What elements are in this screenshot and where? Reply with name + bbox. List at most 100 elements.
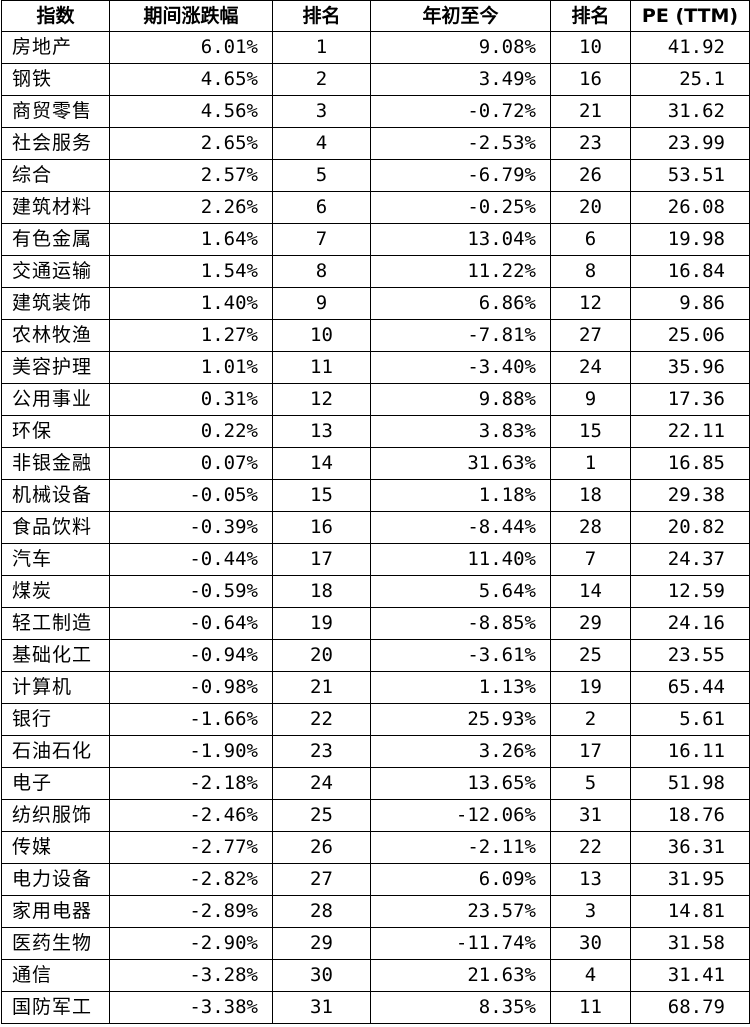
pe-ttm-cell: 18.76 — [630, 799, 750, 832]
ytd-rank-cell: 31 — [550, 799, 631, 832]
pe-ttm-cell: 16.85 — [630, 447, 750, 480]
period-rank-cell: 18 — [272, 575, 371, 608]
index-name-cell: 传媒 — [1, 831, 110, 864]
index-name-cell: 纺织服饰 — [1, 799, 110, 832]
header-period-change: 期间涨跌幅 — [109, 0, 273, 32]
ytd-rank-cell: 11 — [550, 991, 631, 1024]
index-name-cell: 机械设备 — [1, 479, 110, 512]
pe-ttm-cell: 22.11 — [630, 415, 750, 448]
ytd-rank-cell: 14 — [550, 575, 631, 608]
header-row: 指数 期间涨跌幅 排名 年初至今 排名 PE (TTM) — [1, 0, 750, 32]
pe-ttm-cell: 25.1 — [630, 63, 750, 96]
ytd-change-cell: 3.26% — [370, 735, 551, 768]
table-row: 通信 -3.28% 30 21.63% 4 31.41 — [1, 959, 750, 992]
ytd-rank-cell: 2 — [550, 703, 631, 736]
index-name-cell: 电力设备 — [1, 863, 110, 896]
table-row: 银行 -1.66% 22 25.93% 2 5.61 — [1, 703, 750, 736]
header-index: 指数 — [1, 0, 110, 32]
period-change-cell: -0.39% — [109, 511, 273, 544]
index-name-cell: 国防军工 — [1, 991, 110, 1024]
ytd-change-cell: 13.04% — [370, 223, 551, 256]
pe-ttm-cell: 23.99 — [630, 127, 750, 160]
ytd-change-cell: -11.74% — [370, 927, 551, 960]
period-change-cell: -2.77% — [109, 831, 273, 864]
table-row: 社会服务 2.65% 4 -2.53% 23 23.99 — [1, 127, 750, 160]
index-name-cell: 轻工制造 — [1, 607, 110, 640]
index-name-cell: 建筑材料 — [1, 191, 110, 224]
ytd-change-cell: -6.79% — [370, 159, 551, 192]
period-rank-cell: 15 — [272, 479, 371, 512]
ytd-rank-cell: 19 — [550, 671, 631, 704]
table-row: 美容护理 1.01% 11 -3.40% 24 35.96 — [1, 351, 750, 384]
pe-ttm-cell: 12.59 — [630, 575, 750, 608]
period-change-cell: 1.01% — [109, 351, 273, 384]
pe-ttm-cell: 31.95 — [630, 863, 750, 896]
ytd-rank-cell: 8 — [550, 255, 631, 288]
table-row: 环保 0.22% 13 3.83% 15 22.11 — [1, 415, 750, 448]
ytd-rank-cell: 10 — [550, 31, 631, 64]
index-name-cell: 非银金融 — [1, 447, 110, 480]
period-change-cell: 1.64% — [109, 223, 273, 256]
pe-ttm-cell: 31.41 — [630, 959, 750, 992]
period-change-cell: 1.40% — [109, 287, 273, 320]
period-change-cell: -0.59% — [109, 575, 273, 608]
table-row: 机械设备 -0.05% 15 1.18% 18 29.38 — [1, 479, 750, 512]
period-change-cell: -0.44% — [109, 543, 273, 576]
table-body: 房地产 6.01% 1 9.08% 10 41.92 钢铁 4.65% 2 3.49% 16 25.1… — [1, 31, 750, 1024]
pe-ttm-cell: 53.51 — [630, 159, 750, 192]
period-rank-cell: 3 — [272, 95, 371, 128]
table-row: 有色金属 1.64% 7 13.04% 6 19.98 — [1, 223, 750, 256]
table-row: 家用电器 -2.89% 28 23.57% 3 14.81 — [1, 895, 750, 928]
period-change-cell: -1.90% — [109, 735, 273, 768]
pe-ttm-cell: 24.37 — [630, 543, 750, 576]
ytd-change-cell: 3.49% — [370, 63, 551, 96]
ytd-rank-cell: 25 — [550, 639, 631, 672]
pe-ttm-cell: 51.98 — [630, 767, 750, 800]
pe-ttm-cell: 16.84 — [630, 255, 750, 288]
period-change-cell: 0.31% — [109, 383, 273, 416]
table-row: 纺织服饰 -2.46% 25 -12.06% 31 18.76 — [1, 799, 750, 832]
table-row: 国防军工 -3.38% 31 8.35% 11 68.79 — [1, 991, 750, 1024]
ytd-change-cell: 1.18% — [370, 479, 551, 512]
period-rank-cell: 8 — [272, 255, 371, 288]
ytd-change-cell: 21.63% — [370, 959, 551, 992]
ytd-change-cell: 13.65% — [370, 767, 551, 800]
ytd-rank-cell: 9 — [550, 383, 631, 416]
index-name-cell: 石油石化 — [1, 735, 110, 768]
period-rank-cell: 28 — [272, 895, 371, 928]
table-row: 电子 -2.18% 24 13.65% 5 51.98 — [1, 767, 750, 800]
period-rank-cell: 30 — [272, 959, 371, 992]
period-rank-cell: 9 — [272, 287, 371, 320]
period-rank-cell: 29 — [272, 927, 371, 960]
table-row: 传媒 -2.77% 26 -2.11% 22 36.31 — [1, 831, 750, 864]
index-name-cell: 基础化工 — [1, 639, 110, 672]
ytd-rank-cell: 21 — [550, 95, 631, 128]
table-row: 食品饮料 -0.39% 16 -8.44% 28 20.82 — [1, 511, 750, 544]
ytd-change-cell: 9.08% — [370, 31, 551, 64]
pe-ttm-cell: 23.55 — [630, 639, 750, 672]
pe-ttm-cell: 25.06 — [630, 319, 750, 352]
ytd-rank-cell: 29 — [550, 607, 631, 640]
period-rank-cell: 2 — [272, 63, 371, 96]
period-change-cell: -0.94% — [109, 639, 273, 672]
table-row: 汽车 -0.44% 17 11.40% 7 24.37 — [1, 543, 750, 576]
period-rank-cell: 21 — [272, 671, 371, 704]
index-name-cell: 家用电器 — [1, 895, 110, 928]
ytd-rank-cell: 16 — [550, 63, 631, 96]
period-rank-cell: 22 — [272, 703, 371, 736]
ytd-change-cell: -2.53% — [370, 127, 551, 160]
ytd-rank-cell: 7 — [550, 543, 631, 576]
header-period-rank: 排名 — [272, 0, 371, 32]
index-name-cell: 通信 — [1, 959, 110, 992]
pe-ttm-cell: 26.08 — [630, 191, 750, 224]
ytd-rank-cell: 5 — [550, 767, 631, 800]
period-change-cell: 2.26% — [109, 191, 273, 224]
table-row: 计算机 -0.98% 21 1.13% 19 65.44 — [1, 671, 750, 704]
period-change-cell: -2.82% — [109, 863, 273, 896]
period-rank-cell: 7 — [272, 223, 371, 256]
pe-ttm-cell: 19.98 — [630, 223, 750, 256]
table-row: 公用事业 0.31% 12 9.88% 9 17.36 — [1, 383, 750, 416]
period-rank-cell: 1 — [272, 31, 371, 64]
pe-ttm-cell: 24.16 — [630, 607, 750, 640]
period-change-cell: 1.27% — [109, 319, 273, 352]
